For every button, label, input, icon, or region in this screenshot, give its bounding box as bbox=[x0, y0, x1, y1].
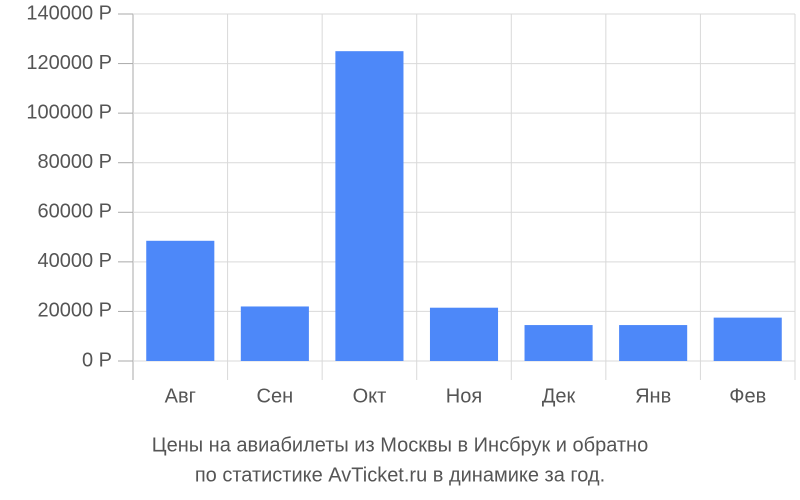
chart-title: по статистике AvTicket.ru в динамике за … bbox=[195, 464, 605, 486]
x-tick-label: Дек bbox=[542, 385, 576, 407]
bar bbox=[335, 51, 404, 362]
y-tick-label: 20000 Р bbox=[37, 300, 112, 322]
bar bbox=[240, 306, 309, 361]
y-tick-label: 120000 Р bbox=[26, 52, 112, 74]
bar bbox=[524, 325, 593, 361]
y-tick-label: 100000 Р bbox=[26, 101, 112, 123]
bar bbox=[619, 325, 688, 361]
y-tick-label: 60000 Р bbox=[37, 201, 112, 223]
x-tick-label: Ноя bbox=[446, 385, 482, 407]
x-tick-label: Авг bbox=[165, 385, 196, 407]
x-tick-label: Янв bbox=[635, 385, 671, 407]
bar bbox=[429, 307, 499, 361]
bar bbox=[713, 317, 782, 361]
x-tick-label: Фев bbox=[729, 385, 766, 407]
y-tick-label: 140000 Р bbox=[26, 2, 112, 24]
chart-title: Цены на авиабилеты из Москвы в Инсбрук и… bbox=[152, 434, 648, 456]
y-tick-label: 0 Р bbox=[82, 349, 112, 371]
x-tick-label: Сен bbox=[257, 385, 294, 407]
x-tick-label: Окт bbox=[353, 385, 387, 407]
y-tick-label: 40000 Р bbox=[37, 250, 112, 272]
y-tick-label: 80000 Р bbox=[37, 151, 112, 173]
bar bbox=[146, 240, 215, 361]
